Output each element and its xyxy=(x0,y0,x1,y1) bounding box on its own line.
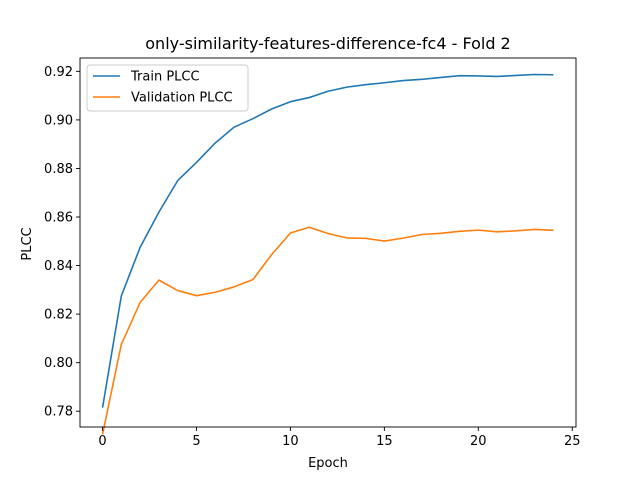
x-tick-label: 15 xyxy=(376,434,393,449)
x-tick-label: 10 xyxy=(282,434,299,449)
x-axis-label: Epoch xyxy=(308,456,348,471)
plot-frame xyxy=(79,57,577,428)
x-tick-label: 5 xyxy=(192,434,200,449)
y-tick-label: 0.78 xyxy=(44,405,73,420)
series-line-2 xyxy=(101,226,554,435)
legend xyxy=(86,64,249,112)
x-tick-label: 25 xyxy=(564,434,581,449)
y-tick-label: 0.84 xyxy=(44,259,73,274)
legend-label-1: Train PLCC xyxy=(130,70,200,85)
y-tick-label: 0.90 xyxy=(44,113,73,128)
chart-title: only-similarity-features-difference-fc4 … xyxy=(145,34,510,53)
y-tick-label: 0.80 xyxy=(44,356,73,371)
y-tick-label: 0.92 xyxy=(44,65,73,80)
x-tick-label: 20 xyxy=(470,434,487,449)
y-axis-label: PLCC xyxy=(20,227,35,260)
plot-area: 0 5 10 15 20 25 0.78 0.80 0.82 0.84 0.86 0.88 0.90 0.… xyxy=(44,57,581,449)
x-tick-label: 0 xyxy=(98,434,106,449)
y-tick-label: 0.86 xyxy=(44,211,73,226)
series-line-1 xyxy=(101,73,554,408)
y-tick-label: 0.82 xyxy=(44,308,73,323)
y-tick-label: 0.88 xyxy=(44,162,73,177)
legend-label-2: Validation PLCC xyxy=(131,91,233,106)
